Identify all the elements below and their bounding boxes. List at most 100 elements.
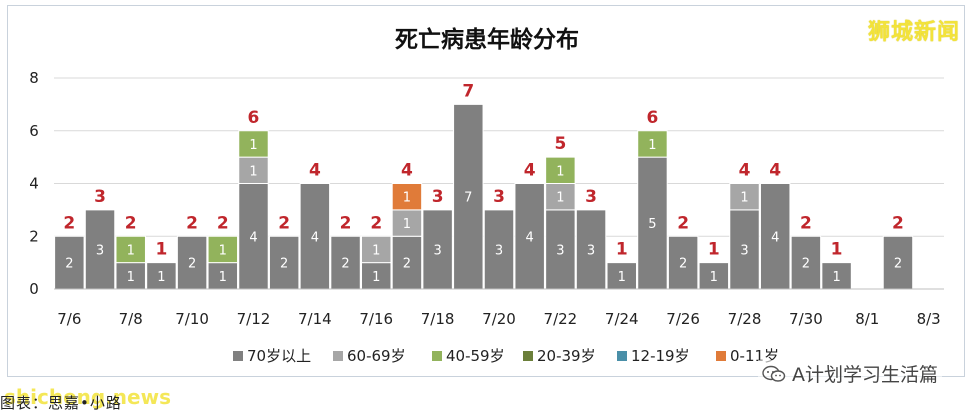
bar-segment (207, 262, 239, 290)
y-tick-label: 8 (29, 69, 39, 87)
bar-segment (361, 235, 392, 264)
bar-segment (729, 183, 760, 211)
bar-value-label: 2 (802, 257, 810, 272)
legend-item: 70岁以上 (233, 347, 311, 365)
total-label: 6 (647, 108, 659, 128)
bar-value-label: 4 (311, 230, 319, 245)
bar-segment (637, 130, 668, 158)
bar-segment (115, 235, 146, 264)
x-tick-label: 8/1 (855, 310, 879, 328)
x-tick-label: 7/10 (175, 310, 209, 328)
total-label: 1 (616, 240, 628, 260)
total-label: 2 (340, 213, 352, 233)
bar-value-label: 2 (679, 257, 687, 272)
legend-item: 20-39岁 (523, 347, 596, 365)
total-label: 4 (769, 161, 781, 181)
bar-segment (575, 209, 607, 290)
total-label: 1 (831, 240, 843, 260)
legend-item: 40-59岁 (432, 347, 505, 365)
bar-segment (606, 262, 637, 290)
y-axis: 0 2 4 6 8 (29, 69, 39, 298)
account-name: A计划学习生活篇 (792, 364, 938, 386)
bar-value-label: 1 (740, 191, 748, 206)
bar-value-label: 2 (65, 257, 73, 272)
bar-segment (545, 209, 576, 290)
x-tick-label: 7/24 (605, 310, 639, 328)
total-label: 2 (278, 213, 290, 233)
total-label: 4 (309, 161, 321, 181)
bar-segment (821, 262, 852, 290)
bar-value-label: 5 (648, 217, 656, 232)
bar-segment (391, 183, 423, 211)
watermark-top: 狮城新闻 (867, 20, 960, 45)
legend-label: 70岁以上 (247, 347, 311, 365)
bar-segment (391, 235, 423, 290)
total-label: 6 (248, 108, 260, 128)
x-tick-label: 7/6 (57, 310, 81, 328)
total-label: 3 (432, 187, 444, 207)
total-label: 4 (739, 161, 751, 181)
bar-value-label: 4 (249, 230, 257, 245)
bar-value-label: 1 (372, 243, 380, 258)
watermark-bottom: shicheng.news (4, 385, 171, 409)
bar-value-label: 3 (740, 243, 748, 258)
bar-value-label: 1 (710, 270, 718, 285)
total-label: 2 (800, 213, 812, 233)
bar-segment (545, 183, 576, 211)
total-label: 7 (462, 81, 474, 101)
bar-segment (361, 262, 392, 290)
total-label: 2 (892, 213, 904, 233)
x-tick-label: 7/18 (421, 310, 455, 328)
legend: 70岁以上 60-69岁 40-59岁 20-39岁 12-19岁 0-11岁 (233, 347, 779, 365)
bar-segment (84, 209, 116, 290)
bar-segment (729, 209, 760, 290)
bar-value-label: 2 (341, 257, 349, 272)
legend-label: 40-59岁 (446, 347, 505, 365)
bar-value-label: 4 (526, 230, 534, 245)
bar-value-label: 1 (127, 270, 135, 285)
bar-value-label: 1 (403, 191, 411, 206)
total-label: 2 (370, 213, 382, 233)
bar-value-label: 1 (249, 164, 257, 179)
y-tick-label: 0 (29, 280, 39, 298)
account-label: A计划学习生活篇 (758, 360, 942, 387)
x-tick-label: 8/3 (917, 310, 941, 328)
bar-value-label: 1 (219, 270, 227, 285)
bar-value-label: 1 (556, 164, 564, 179)
total-label: 4 (401, 161, 413, 181)
total-label: 3 (94, 187, 106, 207)
bar-segment (207, 235, 239, 264)
legend-label: 12-19岁 (631, 347, 690, 365)
y-tick-label: 2 (29, 227, 39, 245)
legend-label: 60-69岁 (347, 347, 406, 365)
bar-segment (330, 235, 361, 290)
bar-value-label: 3 (495, 243, 503, 258)
bar-segment (238, 183, 269, 290)
total-label: 5 (554, 134, 566, 154)
legend-item: 12-19岁 (617, 347, 690, 365)
bar-value-label: 1 (403, 217, 411, 232)
legend-swatch (233, 351, 243, 361)
total-label: 4 (524, 161, 536, 181)
bar-value-label: 7 (464, 191, 472, 206)
total-label: 3 (493, 187, 505, 207)
legend-swatch (432, 351, 442, 361)
bar-segment (545, 156, 576, 184)
total-label: 2 (63, 213, 75, 233)
total-label: 1 (708, 240, 720, 260)
x-tick-label: 7/20 (482, 310, 516, 328)
source-caption: 图表：思嘉•小路 (0, 394, 122, 412)
x-tick-label: 7/8 (119, 310, 143, 328)
bar-value-label: 4 (771, 230, 779, 245)
total-label: 2 (125, 213, 137, 233)
x-tick-label: 7/16 (359, 310, 393, 328)
x-tick-label: 7/22 (544, 310, 578, 328)
x-tick-label: 7/28 (728, 310, 762, 328)
wechat-icon (762, 365, 786, 382)
bar-value-label: 2 (280, 257, 288, 272)
legend-swatch (333, 351, 343, 361)
bar-segment (453, 103, 484, 290)
bar-segment (391, 209, 423, 237)
